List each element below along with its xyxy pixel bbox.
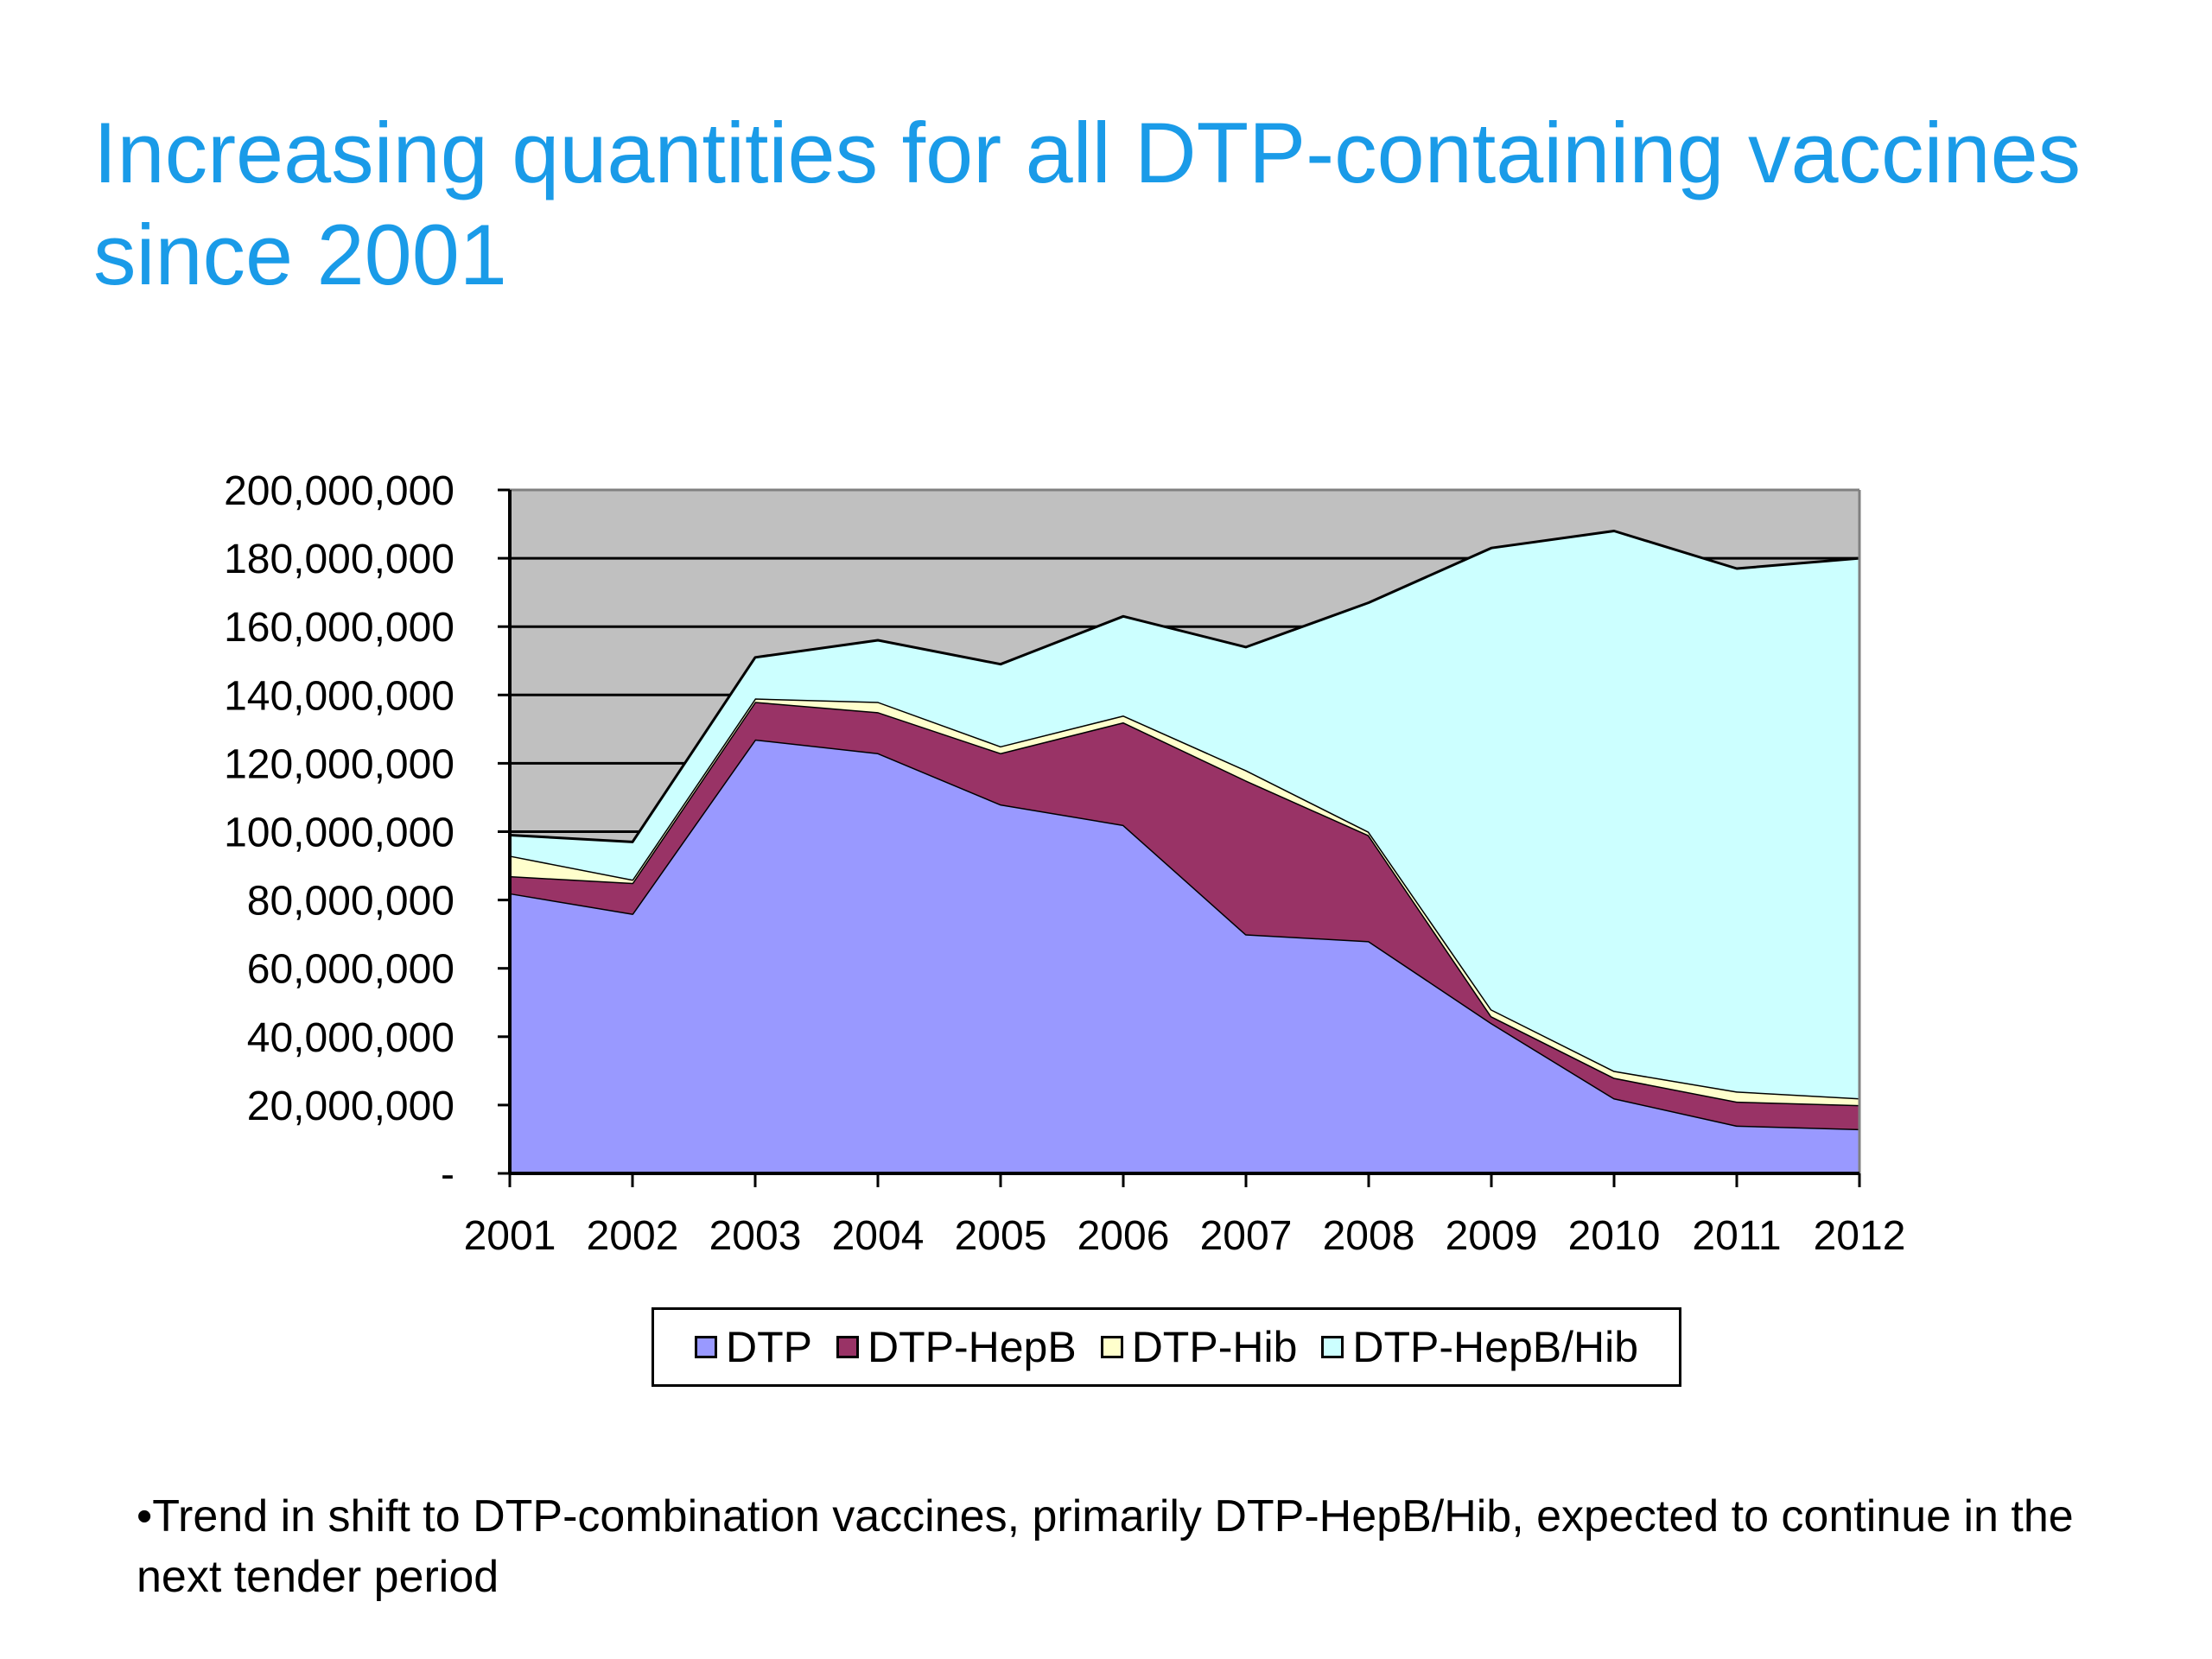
chart-legend: DTP DTP-HepB DTP-Hib DTP-HepB/Hib	[652, 1307, 1681, 1387]
area-dtp-hepb-hib	[510, 531, 1859, 1098]
y-tick-label: 80,000,000	[247, 879, 454, 925]
x-tick-label: 2010	[1568, 1213, 1661, 1259]
legend-item-dtp-hepb: DTP-HepB	[836, 1325, 1077, 1369]
stacked-area-chart: - 20,000,000 40,000,000 60,000,000 80,000,00…	[224, 468, 1906, 1259]
axes	[498, 488, 1861, 1187]
y-tick-label: 200,000,000	[224, 468, 454, 514]
legend-label-dtp-hib: DTP-Hib	[1131, 1323, 1298, 1371]
area-edge-dtp-hepb-hib	[509, 530, 1860, 843]
y-tick-label: 40,000,000	[247, 1015, 454, 1061]
y-tick-label: 180,000,000	[224, 537, 454, 582]
x-tick-label: 2007	[1200, 1213, 1293, 1259]
slide-title: Increasing quantities for all DTP-contai…	[93, 105, 2082, 302]
x-tick-label: 2001	[464, 1213, 556, 1259]
legend-item-dtp-hib: DTP-Hib	[1100, 1323, 1298, 1371]
x-tick-label: 2006	[1077, 1213, 1170, 1259]
x-tick-label: 2005	[955, 1213, 1047, 1259]
legend-label-dtp: DTP	[725, 1323, 812, 1371]
area-dtp	[510, 739, 1859, 1173]
y-tick-label: 160,000,000	[224, 605, 454, 651]
x-tick-label: 2009	[1446, 1213, 1538, 1259]
y-tick-label: 100,000,000	[224, 810, 454, 856]
x-tick-label: 2011	[1692, 1213, 1781, 1259]
y-tick-label: 120,000,000	[224, 741, 454, 787]
y-tick-label: 20,000,000	[247, 1084, 454, 1129]
x-tick-label: 2002	[587, 1213, 679, 1259]
y-tick-label: 140,000,000	[224, 673, 454, 719]
legend-swatch-dtp-hib	[1100, 1336, 1123, 1358]
y-tick-label: -	[441, 1152, 454, 1198]
legend-item-dtp-hepb-hib: DTP-HepB/Hib	[1321, 1325, 1638, 1369]
x-tick-label: 2008	[1323, 1213, 1415, 1259]
bullet-text: •Trend in shift to DTP-combination vacci…	[137, 1491, 2074, 1602]
y-tick-label: 60,000,000	[247, 947, 454, 993]
x-tick-label: 2003	[709, 1213, 802, 1259]
legend-swatch-dtp-hepb	[836, 1336, 859, 1358]
area-dtp-hepb	[510, 702, 1859, 1129]
legend-swatch-dtp-hepb-hib	[1321, 1336, 1344, 1358]
legend-item-dtp: DTP	[694, 1323, 812, 1371]
legend-label-dtp-hepb: DTP-HepB	[867, 1323, 1077, 1371]
x-tick-label: 2012	[1814, 1213, 1906, 1259]
series-areas	[509, 530, 1860, 1173]
x-tick-label: 2004	[832, 1213, 925, 1259]
legend-swatch-dtp	[694, 1336, 717, 1358]
legend-label-dtp-hepb-hib: DTP-HepB/Hib	[1352, 1323, 1639, 1371]
x-tick-labels: 2001 2002 2003 2004 2005 2006 2007 2008 2009 2010…	[464, 1213, 1906, 1259]
y-tick-labels: - 20,000,000 40,000,000 60,000,000 80,000,00…	[224, 468, 454, 1198]
